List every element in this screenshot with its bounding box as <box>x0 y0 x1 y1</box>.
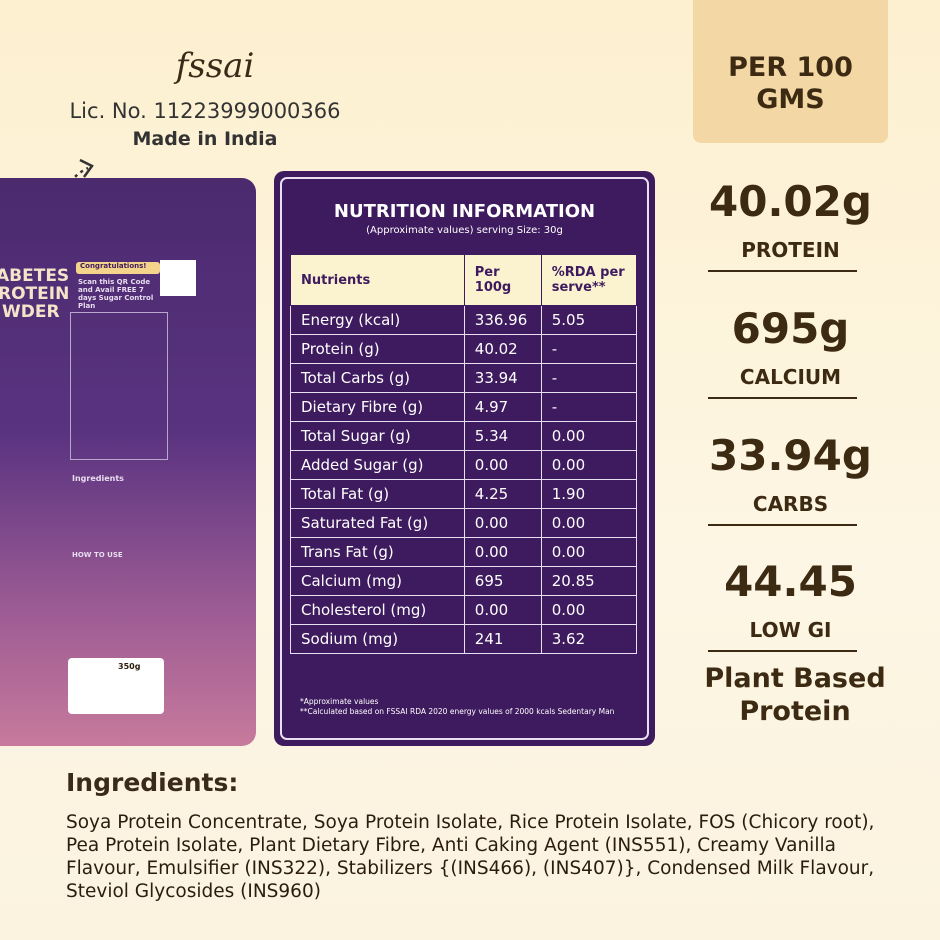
nutrient-value: 0.00 <box>540 421 638 451</box>
nutrient: Dietary Fibre (g) <box>290 392 465 422</box>
nutrient: Saturated Fat (g) <box>290 508 465 538</box>
basis: PER 100 GMS <box>728 52 853 115</box>
nutrient-value: 0.00 <box>540 508 638 538</box>
table-row: Total Fat (g) 4.25 1.90 <box>290 479 638 509</box>
nutrient-value: 0.00 <box>463 595 542 625</box>
divider <box>708 270 857 272</box>
pouch-banner: Congratulations! <box>76 262 160 274</box>
nutrient: Sodium (mg) <box>290 624 465 654</box>
nutrient: Trans Fat (g) <box>290 537 465 567</box>
pouch-scan: Scan this QR Code and Avail FREE 7 days … <box>78 278 154 310</box>
nutrient: Cholesterol (mg) <box>290 595 465 625</box>
pouch-title: WDER <box>2 302 60 322</box>
footnote: **Calculated based on FSSAI RDA 2020 ene… <box>300 707 615 716</box>
nutrient-value: - <box>540 334 638 364</box>
column-header: Nutrients <box>290 254 465 306</box>
divider <box>708 524 857 526</box>
ingredients-title: Ingredients: <box>66 768 239 797</box>
table-row: Trans Fat (g) 0.00 0.00 <box>290 537 638 567</box>
pouch-title: ABETES <box>0 266 70 286</box>
nutrient-value: 40.02 <box>463 334 542 364</box>
license: Lic. No. 11223999000366 <box>69 99 341 123</box>
nutrient: Added Sugar (g) <box>290 450 465 480</box>
pouch-nutrition-table <box>70 312 168 460</box>
pouch-title: ROTEIN <box>0 284 70 304</box>
table-row: Saturated Fat (g) 0.00 0.00 <box>290 508 638 538</box>
nutrient: Protein (g) <box>290 334 465 364</box>
nutrient-value: 5.05 <box>540 305 638 335</box>
tagline: Plant Based Protein <box>704 663 886 727</box>
pouch-label: 350g <box>68 658 164 714</box>
column-header: Per 100g <box>463 254 542 306</box>
nutrient: Energy (kcal) <box>290 305 465 335</box>
header-row: Nutrients Per 100g %RDA per serve** <box>290 254 638 306</box>
column-header: %RDA per serve** <box>540 254 638 306</box>
nutrient-value: 0.00 <box>463 508 542 538</box>
panel-subtitle: (Approximate values) serving Size: 30g <box>366 225 563 236</box>
highlight-label: CARBS <box>752 492 829 516</box>
qr-code <box>160 260 196 296</box>
nutrient: Calcium (mg) <box>290 566 465 596</box>
nutrient-value: 0.00 <box>540 595 638 625</box>
nutrient-value: 336.96 <box>463 305 542 335</box>
nutrient: Total Sugar (g) <box>290 421 465 451</box>
highlight-label: LOW GI <box>749 618 832 642</box>
highlight-value: 695g <box>731 304 850 353</box>
nutrient-value: 241 <box>463 624 542 654</box>
nutrient-value: 4.97 <box>463 392 542 422</box>
highlight-value: 44.45 <box>724 557 857 606</box>
nutrient-value: - <box>540 363 638 393</box>
table-row: Sodium (mg) 241 3.62 <box>290 624 638 654</box>
highlight-value: 40.02g <box>709 177 872 226</box>
table-row: Total Sugar (g) 5.34 0.00 <box>290 421 638 451</box>
nutrient-value: 33.94 <box>463 363 542 393</box>
table-row: Added Sugar (g) 0.00 0.00 <box>290 450 638 480</box>
pouch-ingredients: Ingredients <box>72 474 124 483</box>
ingredients-text: Soya Protein Concentrate, Soya Protein I… <box>66 812 875 902</box>
panel-title: NUTRITION INFORMATION <box>333 201 596 222</box>
nutrition-panel: NUTRITION INFORMATION (Approximate value… <box>274 171 655 746</box>
pouch-how-to-use: HOW TO USE <box>72 551 123 559</box>
nutrient-value: 0.00 <box>463 450 542 480</box>
nutrient-value: 695 <box>463 566 542 596</box>
pouch-weight: 350g <box>118 662 141 671</box>
panel-border <box>280 177 649 740</box>
footnotes: *Approximate values **Calculated based on… <box>300 697 614 717</box>
nutrient-value: 1.90 <box>540 479 638 509</box>
nutrient: Total Carbs (g) <box>290 363 465 393</box>
nutrient-value: 5.34 <box>463 421 542 451</box>
table-row: Calcium (mg) 695 20.85 <box>290 566 638 596</box>
nutrient-value: 20.85 <box>540 566 638 596</box>
table-row: Energy (kcal) 336.96 5.05 <box>290 305 638 335</box>
nutrient-value: 3.62 <box>540 624 638 654</box>
nutrition-table: Nutrients Per 100g %RDA per serve** Energy … <box>290 254 638 654</box>
table-row: Protein (g) 40.02- <box>290 334 638 364</box>
origin: Made in India <box>132 128 278 150</box>
nutrient-value: - <box>540 392 638 422</box>
nutrient-value: 0.00 <box>463 537 542 567</box>
highlight-label: PROTEIN <box>741 238 840 262</box>
divider <box>708 397 857 399</box>
footnote: *Approximate values <box>300 697 379 706</box>
divider <box>708 650 857 652</box>
table-row: Total Carbs (g) 33.94- <box>290 363 638 393</box>
table-row: Cholesterol (mg) 0.00 0.00 <box>290 595 638 625</box>
table-row: Dietary Fibre (g) 4.97- <box>290 392 638 422</box>
basis-box: PER 100 GMS <box>693 0 888 143</box>
nutrient-value: 0.00 <box>540 450 638 480</box>
nutrient: Total Fat (g) <box>290 479 465 509</box>
nutrient-value: 0.00 <box>540 537 638 567</box>
fssai-logo: fssai <box>175 46 255 86</box>
product-pouch: ABETES ROTEIN WDER Congratulations! Scan… <box>0 178 256 746</box>
highlight-value: 33.94g <box>709 431 872 480</box>
highlight-label: CALCIUM <box>739 365 842 389</box>
nutrient-value: 4.25 <box>463 479 542 509</box>
